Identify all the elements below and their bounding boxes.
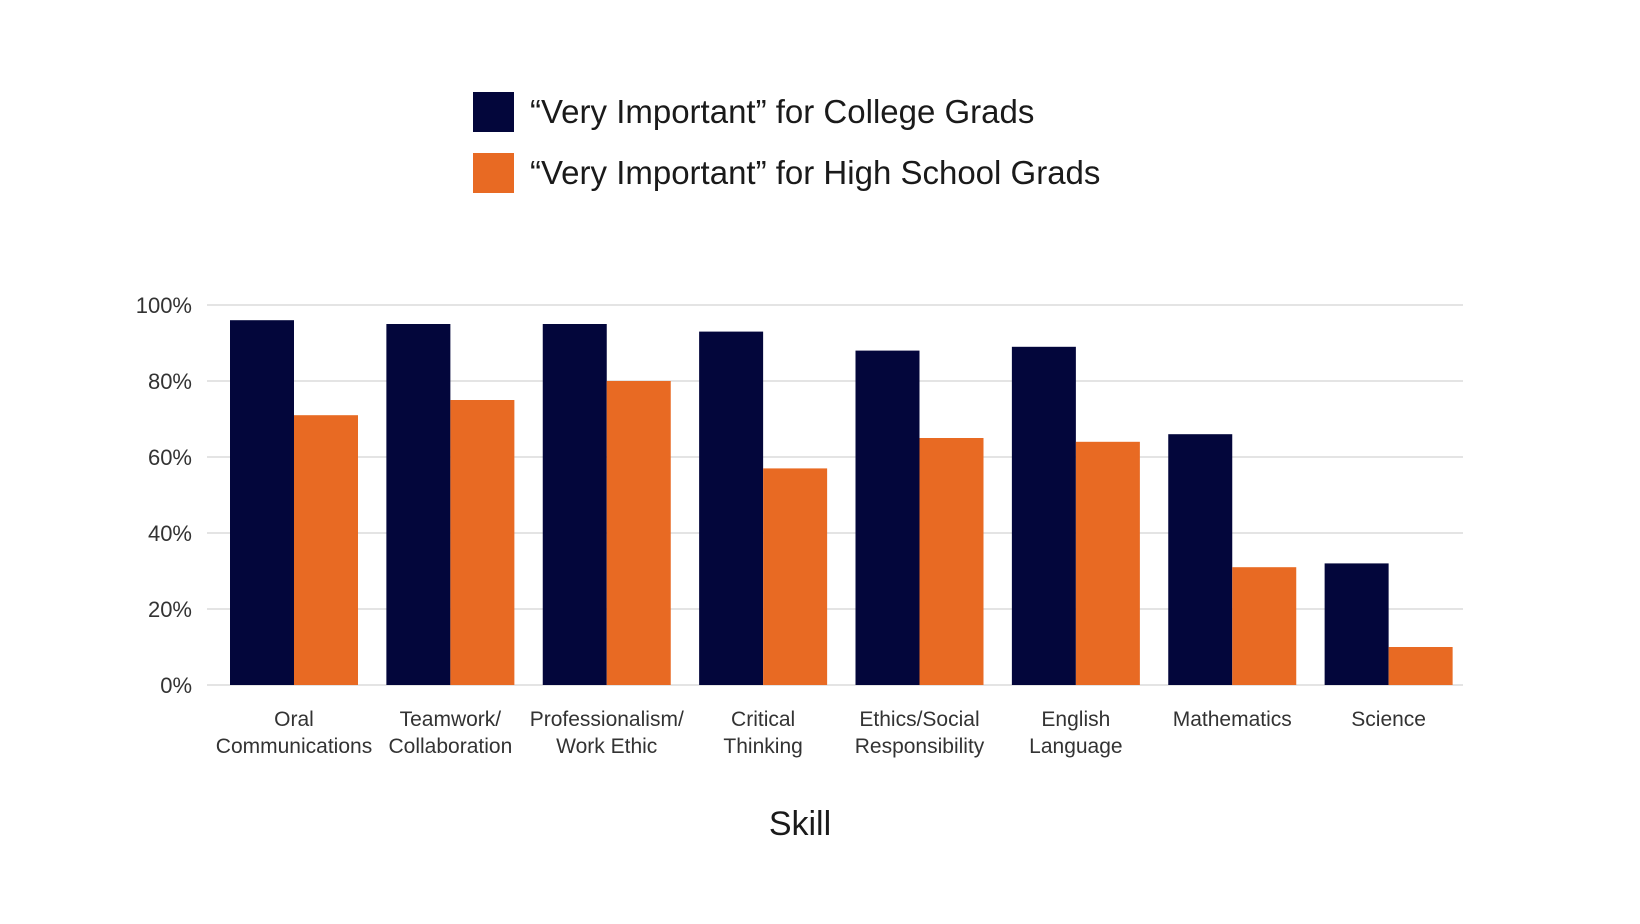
bar-college — [1324, 563, 1389, 685]
x-category-label: Teamwork/Collaboration — [389, 708, 513, 758]
legend-label: “Very Important” for College Grads — [530, 93, 1034, 130]
y-axis-ticks: 0% 20% 40% 60% 80% 100% — [136, 293, 192, 698]
bar-college — [855, 350, 920, 685]
x-category-label: Science — [1351, 708, 1426, 731]
bar-high-school — [763, 468, 828, 685]
bar-high-school — [1075, 441, 1140, 685]
x-category-label: Oral Communications — [216, 708, 372, 758]
bar-college — [386, 324, 451, 685]
x-category-label: Ethics/Social Responsibility — [855, 708, 985, 758]
bar-college — [230, 320, 294, 685]
y-tick-label: 80% — [148, 369, 192, 394]
y-tick-label: 20% — [148, 597, 192, 622]
legend: “Very Important” for College Grads “Very … — [473, 92, 1100, 193]
bar-high-school — [1388, 647, 1453, 685]
bar-high-school — [294, 415, 358, 685]
bars — [230, 320, 1453, 685]
bar-college — [542, 324, 607, 685]
x-axis-title: Skill — [769, 805, 831, 843]
bar-college — [699, 331, 764, 685]
legend-swatch — [473, 153, 514, 193]
bar-high-school — [450, 400, 515, 685]
x-category-label: Critical Thinking — [723, 708, 802, 758]
x-category-label: English Language — [1029, 708, 1122, 758]
legend-swatch — [473, 92, 514, 132]
bar-high-school — [606, 381, 671, 685]
x-axis-categories: Oral Communications Teamwork/Collaboration… — [216, 708, 1426, 758]
y-tick-label: 0% — [160, 673, 192, 698]
y-tick-label: 60% — [148, 445, 192, 470]
legend-label: “Very Important” for High School Grads — [530, 154, 1100, 191]
bar-college — [1168, 434, 1233, 685]
bar-high-school — [1232, 567, 1297, 685]
bar-college — [1011, 346, 1076, 685]
y-tick-label: 100% — [136, 293, 192, 318]
bar-high-school — [919, 438, 984, 685]
y-tick-label: 40% — [148, 521, 192, 546]
x-category-label: Professionalism/Work Ethic — [530, 708, 684, 758]
x-category-label: Mathematics — [1173, 708, 1292, 731]
